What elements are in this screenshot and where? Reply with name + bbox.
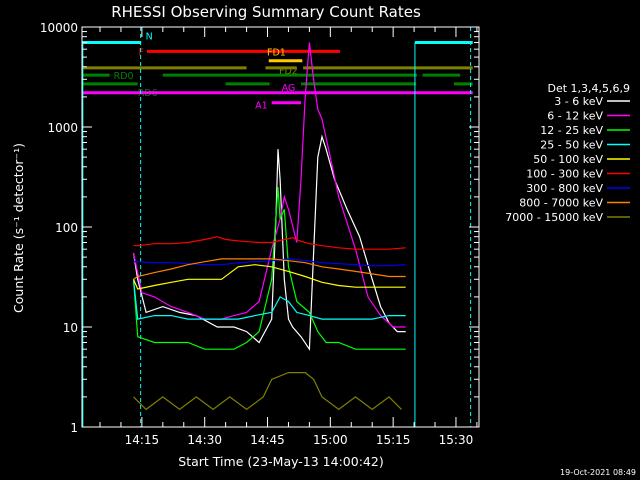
- legend-label: 50 - 100 keV: [533, 153, 603, 166]
- series-line: [133, 258, 406, 267]
- axes: 1 10 100 1000 10000 14:15 14:30 14:45 15:00 15:15…: [40, 21, 479, 447]
- y-tick-label: 10: [63, 321, 78, 335]
- x-tick-label: 15:15: [376, 433, 411, 447]
- legend-label: 25 - 50 keV: [540, 139, 603, 152]
- series-line: [133, 236, 406, 250]
- legend-label: 3 - 6 keV: [554, 95, 603, 108]
- flag-label: A1: [255, 101, 268, 112]
- x-tick-label: 14:30: [187, 433, 222, 447]
- series-line: [132, 279, 406, 320]
- x-tick-label: 14:15: [125, 433, 160, 447]
- series-line: [132, 264, 406, 290]
- y-tick-label: 10000: [40, 21, 78, 35]
- legend-label: 12 - 25 keV: [540, 124, 603, 137]
- series-line: [132, 187, 406, 350]
- legend-title: Det 1,3,4,5,6,9: [547, 82, 630, 95]
- flag-label: RD0: [114, 71, 134, 82]
- y-tick-label: 1000: [47, 121, 78, 135]
- y-axis-label: Count Rate (s⁻¹ detector⁻¹): [11, 143, 26, 313]
- timestamp: 19-Oct-2021 08:49: [560, 468, 636, 477]
- series-line: [132, 42, 406, 328]
- legend-label: 7000 - 15000 keV: [505, 211, 603, 224]
- legend-label: 800 - 7000 keV: [519, 197, 603, 210]
- x-tick-label: 15:00: [313, 433, 348, 447]
- flag-label: FD1: [267, 48, 286, 59]
- y-tick-label: 1: [70, 421, 78, 435]
- x-axis-label: Start Time (23-May-13 14:00:42): [178, 454, 383, 469]
- flag-label: AG: [282, 83, 296, 94]
- flag-label: N: [146, 31, 153, 42]
- legend-label: 300 - 800 keV: [526, 182, 603, 195]
- series-line: [133, 258, 406, 280]
- legend-label: 6 - 12 keV: [547, 110, 603, 123]
- x-tick-label: 14:45: [250, 433, 285, 447]
- flag-bars: NFFD1FD2RD0RD6AGA1: [82, 27, 473, 427]
- series-lines: [132, 42, 406, 411]
- legend-label: 100 - 300 keV: [526, 168, 603, 181]
- y-tick-label: 100: [55, 221, 78, 235]
- flag-label: F: [138, 47, 143, 58]
- chart-title: RHESSI Observing Summary Count Rates: [111, 3, 421, 21]
- flag-label: FD2: [279, 66, 298, 77]
- series-line: [133, 372, 402, 411]
- x-tick-label: 15:30: [439, 433, 474, 447]
